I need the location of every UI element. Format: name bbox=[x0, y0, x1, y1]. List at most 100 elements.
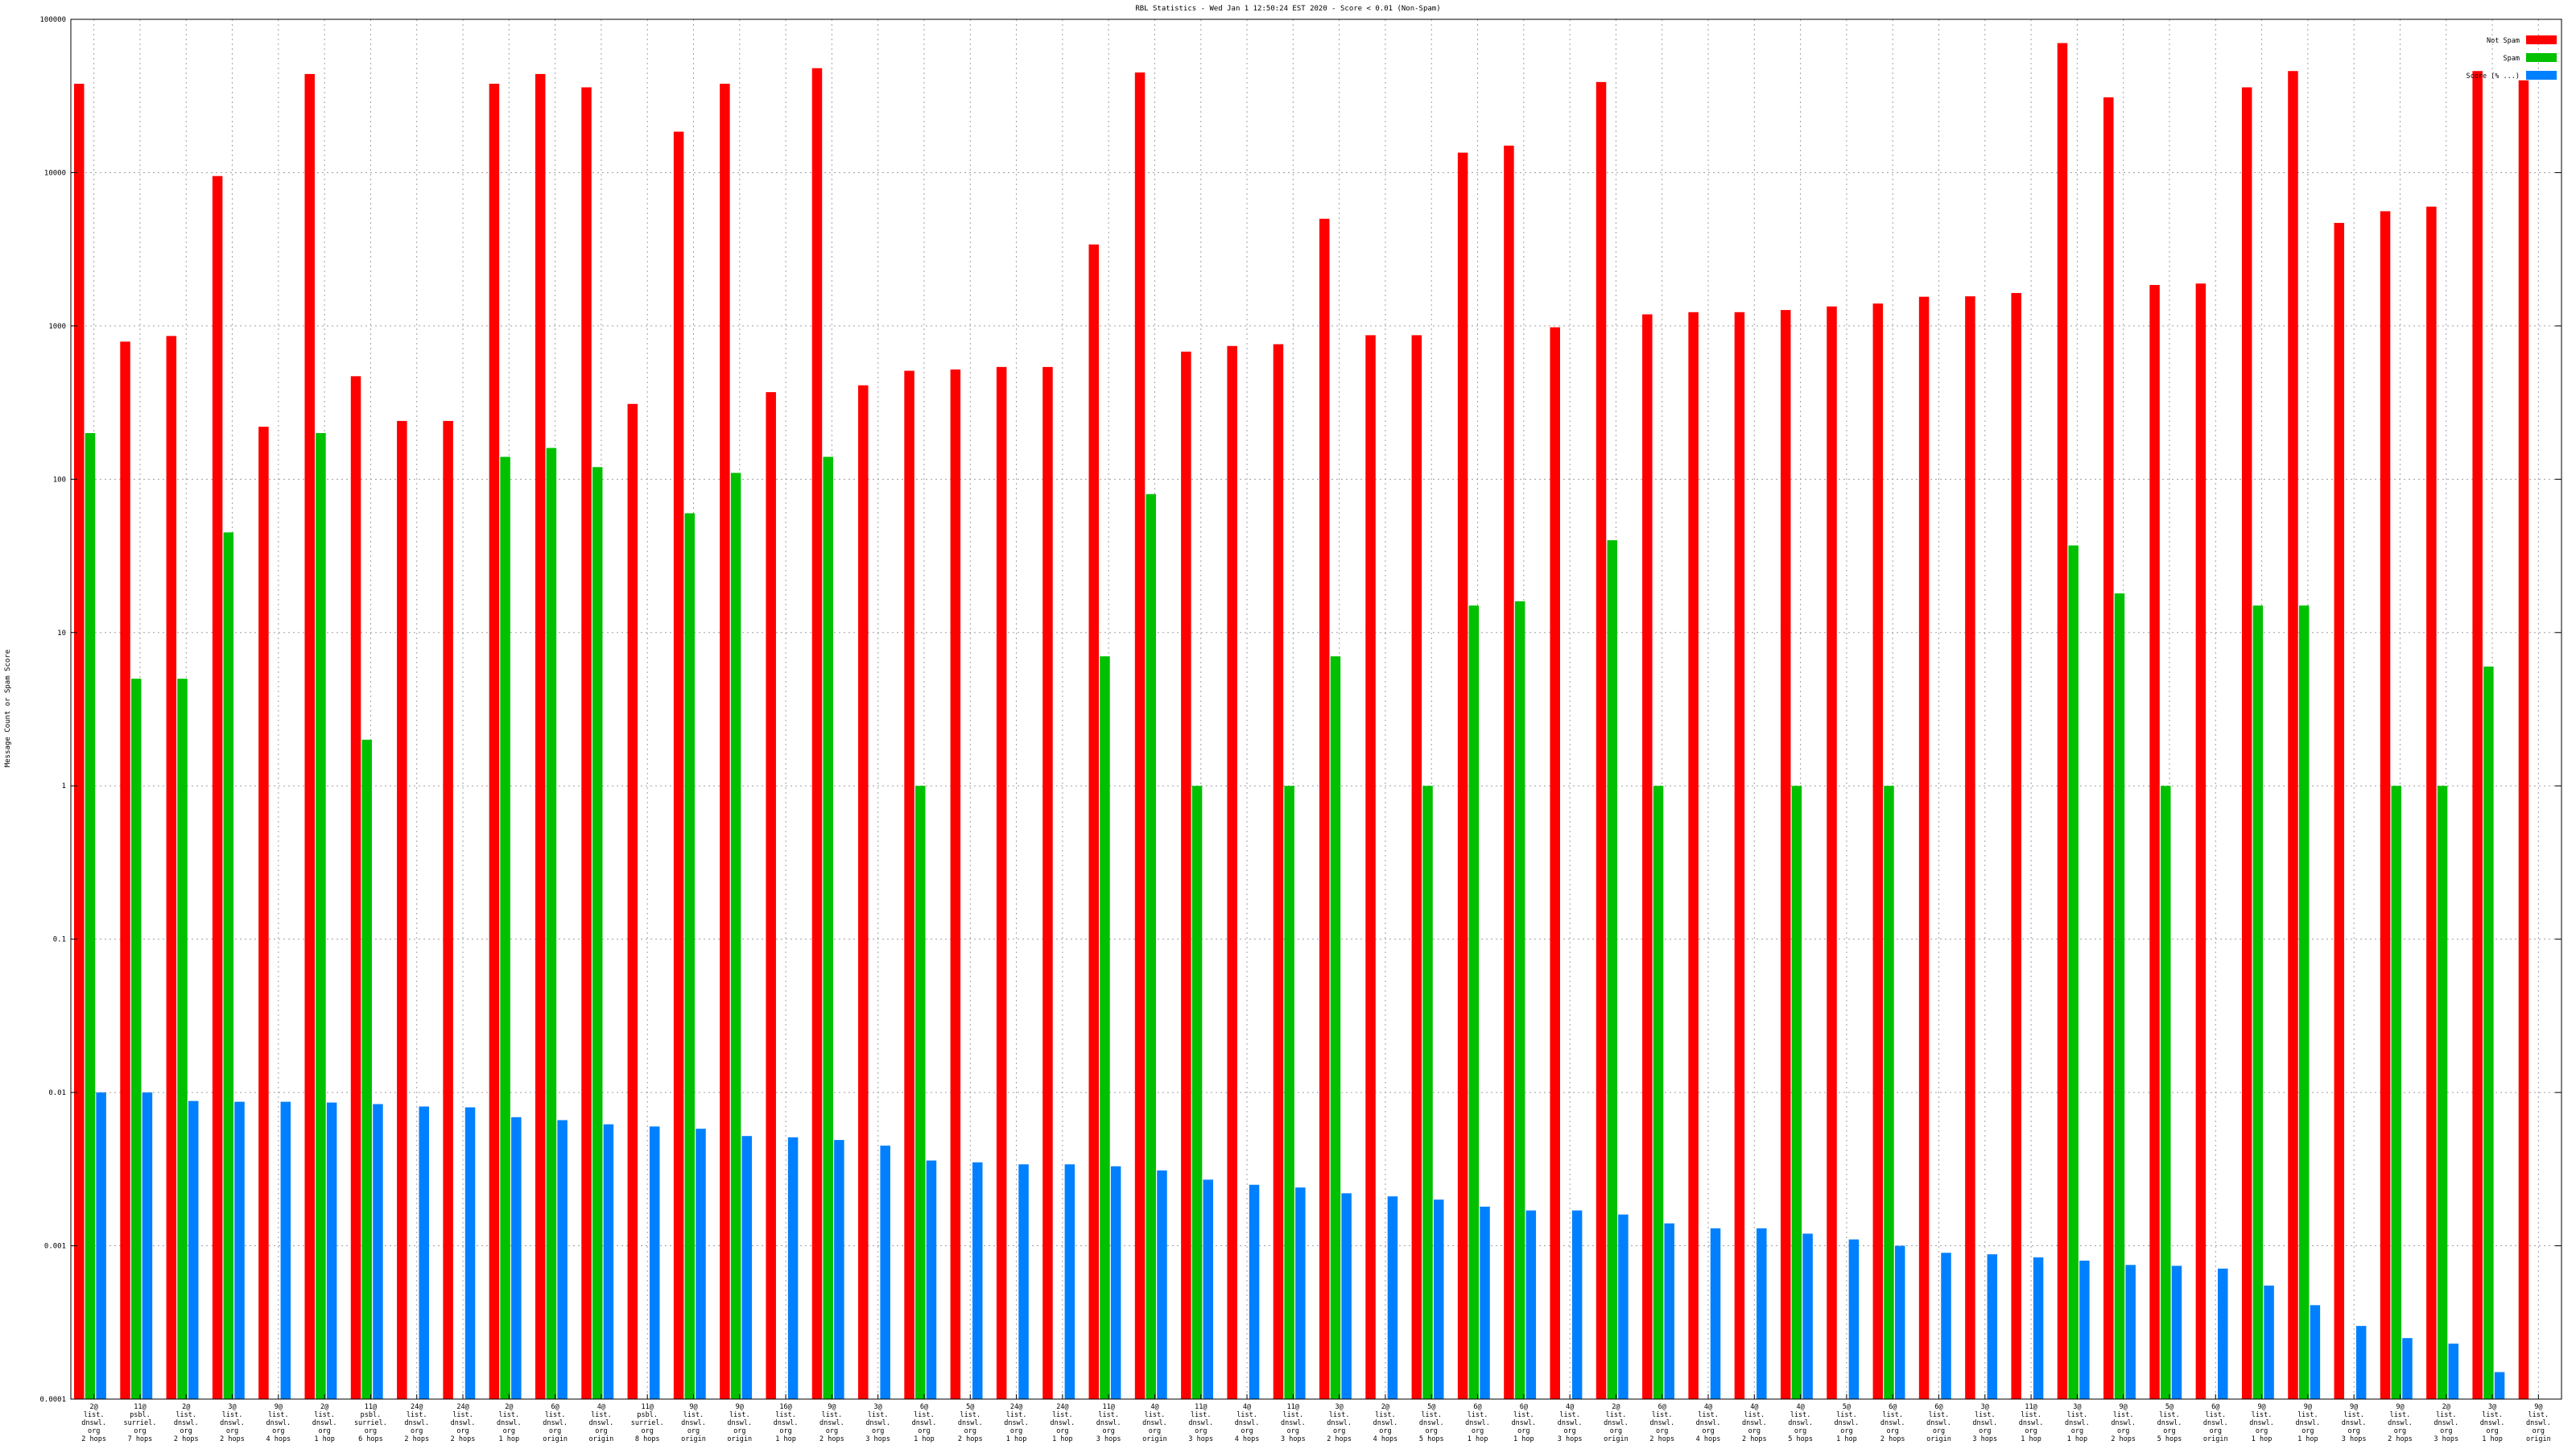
bar-score bbox=[2310, 1305, 2321, 1399]
bar-score bbox=[2033, 1257, 2044, 1399]
bar-score bbox=[96, 1092, 106, 1399]
bar-not-spam bbox=[811, 68, 823, 1400]
bar-not-spam bbox=[1181, 351, 1191, 1399]
bar-score bbox=[1664, 1223, 1674, 1399]
bar-not-spam bbox=[1550, 327, 1560, 1400]
x-category-label: 4@ list. dnswl. org origin bbox=[1142, 1403, 1167, 1443]
x-category-label: 11@ list. dnswl. org 3 hops bbox=[1281, 1403, 1306, 1443]
bar-score bbox=[1894, 1245, 1905, 1399]
x-category-label: 6@ list. dnswl. org origin bbox=[543, 1403, 568, 1443]
bar-score bbox=[1710, 1228, 1721, 1399]
bar-spam bbox=[1468, 605, 1480, 1399]
bar-score bbox=[1295, 1187, 1306, 1399]
legend: Not Spam Spam Score (% ...) bbox=[2466, 35, 2557, 80]
x-category-label: 6@ list. dnswl. org 1 hop bbox=[912, 1403, 937, 1443]
x-category-label: 3@ list. dnswl. org 2 hops bbox=[220, 1403, 245, 1443]
bar-not-spam bbox=[2518, 80, 2529, 1400]
x-category-label: 6@ list. dnswl. org 1 hop bbox=[1511, 1403, 1536, 1443]
bar-not-spam bbox=[258, 427, 269, 1399]
bar-not-spam bbox=[581, 87, 592, 1399]
bar-score bbox=[1018, 1164, 1029, 1399]
bar-not-spam bbox=[397, 420, 407, 1399]
bar-not-spam bbox=[535, 73, 546, 1399]
bar-spam bbox=[1422, 786, 1433, 1399]
x-category-label: 2@ list. dnswl. org 2 hops bbox=[174, 1403, 199, 1443]
bar-not-spam bbox=[673, 131, 684, 1399]
bar-score bbox=[464, 1107, 476, 1399]
bar-spam bbox=[1146, 493, 1157, 1399]
bar-score bbox=[1941, 1253, 1951, 1399]
x-category-label: 11@ list. dnswl. org 1 hop bbox=[2019, 1403, 2044, 1443]
y-tick-label: 0.01 bbox=[48, 1089, 66, 1097]
bar-spam bbox=[684, 513, 696, 1399]
bar-spam bbox=[2114, 593, 2125, 1399]
bar-spam bbox=[130, 679, 142, 1399]
bar-score bbox=[419, 1106, 429, 1399]
bar-spam bbox=[361, 739, 372, 1399]
x-category-label: 5@ list. dnswl. org 2 hops bbox=[958, 1403, 983, 1443]
x-category-label: 9@ list. dnswl. org 4 hops bbox=[266, 1403, 291, 1443]
bar-score bbox=[1618, 1214, 1629, 1399]
bar-score bbox=[2171, 1265, 2182, 1399]
bar-score bbox=[280, 1101, 291, 1399]
bar-not-spam bbox=[904, 370, 914, 1399]
x-category-label: 2@ list. dnswl. org 1 hop bbox=[312, 1403, 337, 1443]
bar-score bbox=[1433, 1199, 1444, 1399]
bar-score bbox=[557, 1120, 568, 1399]
x-category-label: 11@ list. dnswl. org 3 hops bbox=[1096, 1403, 1121, 1443]
bar-not-spam bbox=[489, 84, 500, 1400]
x-category-label: 2@ list. dnswl. org 1 hop bbox=[497, 1403, 522, 1443]
bar-spam bbox=[546, 448, 557, 1399]
bar-not-spam bbox=[1780, 310, 1791, 1399]
x-category-label: 9@ list. dnswl. org 3 hops bbox=[2342, 1403, 2367, 1443]
x-category-label: 11@ list. dnswl. org 3 hops bbox=[1188, 1403, 1213, 1443]
bar-score bbox=[787, 1137, 799, 1399]
bar-not-spam bbox=[2057, 43, 2068, 1399]
bar-score bbox=[603, 1124, 614, 1399]
x-category-label: 9@ list. dnswl. org 1 hop bbox=[2296, 1403, 2321, 1443]
x-category-label: 6@ list. dnswl. org 2 hops bbox=[1880, 1403, 1905, 1443]
x-category-label: 16@ list. dnswl. org 1 hop bbox=[774, 1403, 799, 1443]
x-category-label: 4@ list. dnswl. org 3 hops bbox=[1558, 1403, 1583, 1443]
bar-score bbox=[2079, 1261, 2090, 1399]
bar-not-spam bbox=[2334, 222, 2345, 1399]
bar-score bbox=[1249, 1184, 1260, 1399]
bar-not-spam bbox=[166, 336, 177, 1399]
bar-spam bbox=[1514, 601, 1525, 1399]
bar-not-spam bbox=[1596, 81, 1607, 1399]
bar-spam bbox=[500, 456, 510, 1399]
bar-spam bbox=[915, 786, 926, 1399]
bar-spam bbox=[1330, 656, 1341, 1399]
x-category-label: 24@ list. dnswl. org 2 hops bbox=[451, 1403, 476, 1443]
x-category-label: 9@ list. dnswl. org 1 hop bbox=[2249, 1403, 2274, 1443]
x-category-label: 2@ list. dnswl. org 2 hops bbox=[81, 1403, 106, 1443]
x-category-label: 11@ psbl. surriel. org 7 hops bbox=[123, 1403, 156, 1443]
y-tick-label: 100000 bbox=[39, 16, 66, 24]
x-category-label: 6@ list. dnswl. org 2 hops bbox=[1649, 1403, 1674, 1443]
bar-not-spam bbox=[2472, 71, 2483, 1399]
bar-score bbox=[1157, 1170, 1167, 1399]
bar-spam bbox=[1653, 786, 1664, 1399]
x-axis-categories: 2@ list. dnswl. org 2 hops 11@ psbl. surriel. or… bbox=[81, 1394, 2551, 1443]
x-category-label: 4@ list. dnswl. org 4 hops bbox=[1696, 1403, 1721, 1443]
bar-spam bbox=[2483, 667, 2494, 1399]
bar-score bbox=[326, 1102, 337, 1399]
bar-not-spam bbox=[1827, 306, 1837, 1399]
bar-score bbox=[1987, 1254, 1998, 1399]
x-category-label: 2@ list. dnswl. org 4 hops bbox=[1373, 1403, 1398, 1443]
x-category-label: 11@ psbl. surriel. org 8 hops bbox=[631, 1403, 664, 1443]
y-axis-label: Message Count or Spam Score bbox=[4, 650, 12, 767]
x-category-label: 3@ list. dnswl. org 2 hops bbox=[1327, 1403, 1352, 1443]
bar-spam bbox=[1884, 786, 1894, 1399]
bar-not-spam bbox=[1319, 218, 1330, 1399]
y-tick-label: 0.0001 bbox=[39, 1396, 66, 1404]
x-category-label: 24@ list. dnswl. org 1 hop bbox=[1004, 1403, 1029, 1443]
x-category-label: 4@ list. dnswl. org 2 hops bbox=[1742, 1403, 1767, 1443]
bar-not-spam bbox=[2241, 87, 2252, 1399]
bar-not-spam bbox=[1642, 314, 1653, 1399]
x-category-label: 3@ list. dnswl. org 1 hop bbox=[2480, 1403, 2505, 1443]
y-axis-ticks: 0.0001 0.001 0.01 0.1 1 10 100 1000 10000 100000 bbox=[39, 16, 2562, 1404]
bar-not-spam bbox=[2380, 211, 2391, 1399]
bar-spam bbox=[2298, 605, 2310, 1399]
y-tick-label: 100 bbox=[53, 476, 66, 484]
